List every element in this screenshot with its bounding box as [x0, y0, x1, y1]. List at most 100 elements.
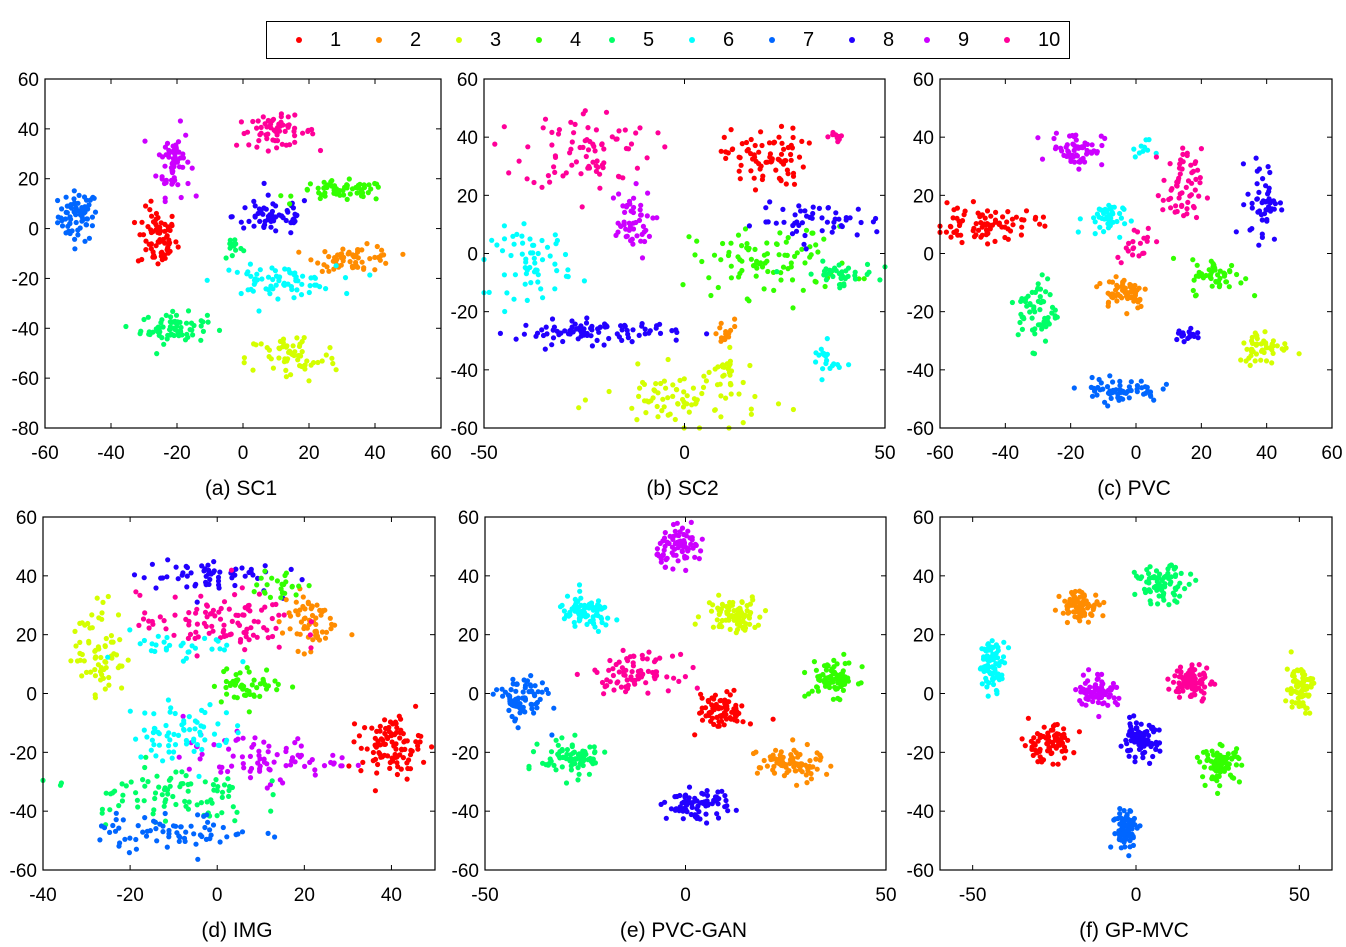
data-point: [209, 623, 215, 629]
data-point: [728, 127, 734, 133]
data-point: [161, 618, 167, 624]
data-point: [718, 320, 724, 326]
data-point: [133, 790, 139, 796]
data-point: [631, 195, 637, 201]
data-point: [1002, 660, 1008, 666]
data-point: [555, 742, 561, 748]
data-point: [592, 750, 598, 756]
data-point: [1074, 144, 1080, 150]
data-point: [421, 759, 427, 765]
panel-caption: (a) SC1: [205, 477, 277, 500]
data-point: [298, 752, 304, 759]
data-point: [1253, 155, 1259, 161]
data-point: [704, 331, 710, 337]
data-point: [256, 206, 262, 212]
data-point: [274, 752, 280, 758]
data-point: [1039, 756, 1045, 762]
y-tick-label: 20: [913, 626, 934, 647]
data-point: [169, 181, 175, 187]
data-point: [221, 627, 227, 633]
data-point: [120, 817, 126, 823]
data-point: [1116, 695, 1122, 701]
data-point: [789, 145, 796, 151]
data-point: [367, 256, 373, 262]
data-point: [1148, 393, 1154, 399]
data-point: [1111, 695, 1117, 701]
data-point: [727, 626, 733, 633]
data-point: [141, 798, 147, 804]
data-point: [377, 742, 383, 748]
data-point: [740, 719, 746, 725]
data-point: [318, 612, 324, 618]
data-point: [704, 788, 710, 794]
data-point: [717, 713, 723, 719]
data-point: [226, 793, 232, 800]
data-point: [1254, 336, 1260, 342]
data-point: [1172, 598, 1178, 604]
data-point: [514, 231, 520, 237]
data-point: [763, 205, 769, 211]
x-tick-label: 20: [294, 885, 315, 906]
data-point: [950, 215, 956, 221]
data-point: [102, 686, 108, 692]
data-point: [636, 217, 643, 223]
data-point: [616, 191, 622, 197]
data-point: [86, 235, 92, 241]
data-point: [364, 746, 370, 752]
data-point: [594, 337, 600, 343]
data-point: [244, 665, 250, 671]
data-point: [645, 690, 651, 696]
data-point: [783, 239, 789, 245]
data-point: [821, 351, 827, 357]
data-point: [550, 335, 557, 341]
data-point: [577, 144, 583, 151]
data-point: [776, 252, 782, 258]
data-point: [301, 335, 307, 341]
y-tick-label: -40: [12, 319, 39, 340]
data-point: [1032, 289, 1038, 295]
data-point: [1180, 151, 1186, 157]
data-point: [197, 756, 203, 762]
data-point: [719, 601, 726, 608]
data-point: [723, 149, 729, 155]
data-point: [698, 709, 705, 715]
data-point: [251, 198, 257, 204]
data-point: [614, 680, 620, 686]
data-point: [1209, 748, 1215, 754]
data-point: [190, 332, 196, 338]
data-point: [1150, 753, 1156, 760]
data-point: [645, 190, 651, 196]
data-point: [1130, 239, 1136, 245]
data-point: [694, 238, 700, 244]
data-point: [290, 684, 296, 690]
data-point: [729, 602, 736, 608]
data-point: [602, 321, 608, 327]
data-point: [686, 234, 692, 240]
data-point: [507, 696, 513, 702]
x-tick-label: -20: [116, 885, 143, 906]
data-point: [1258, 357, 1264, 363]
data-point: [151, 725, 157, 731]
data-point: [127, 835, 133, 841]
data-point: [1032, 309, 1038, 315]
data-point: [276, 355, 282, 361]
data-point: [1221, 273, 1228, 279]
data-point: [165, 557, 171, 563]
data-point: [1262, 329, 1268, 335]
data-point: [341, 192, 347, 198]
data-point: [138, 754, 144, 760]
data-point: [296, 249, 302, 255]
data-point: [633, 130, 639, 136]
data-point: [647, 328, 653, 334]
data-point: [637, 125, 643, 131]
data-point: [583, 320, 590, 326]
data-point: [778, 270, 784, 276]
data-point: [1039, 272, 1045, 278]
data-point: [718, 393, 724, 399]
data-point: [634, 233, 640, 239]
data-point: [306, 289, 312, 296]
data-point: [984, 684, 990, 690]
data-point: [554, 328, 560, 334]
data-point: [673, 327, 679, 333]
